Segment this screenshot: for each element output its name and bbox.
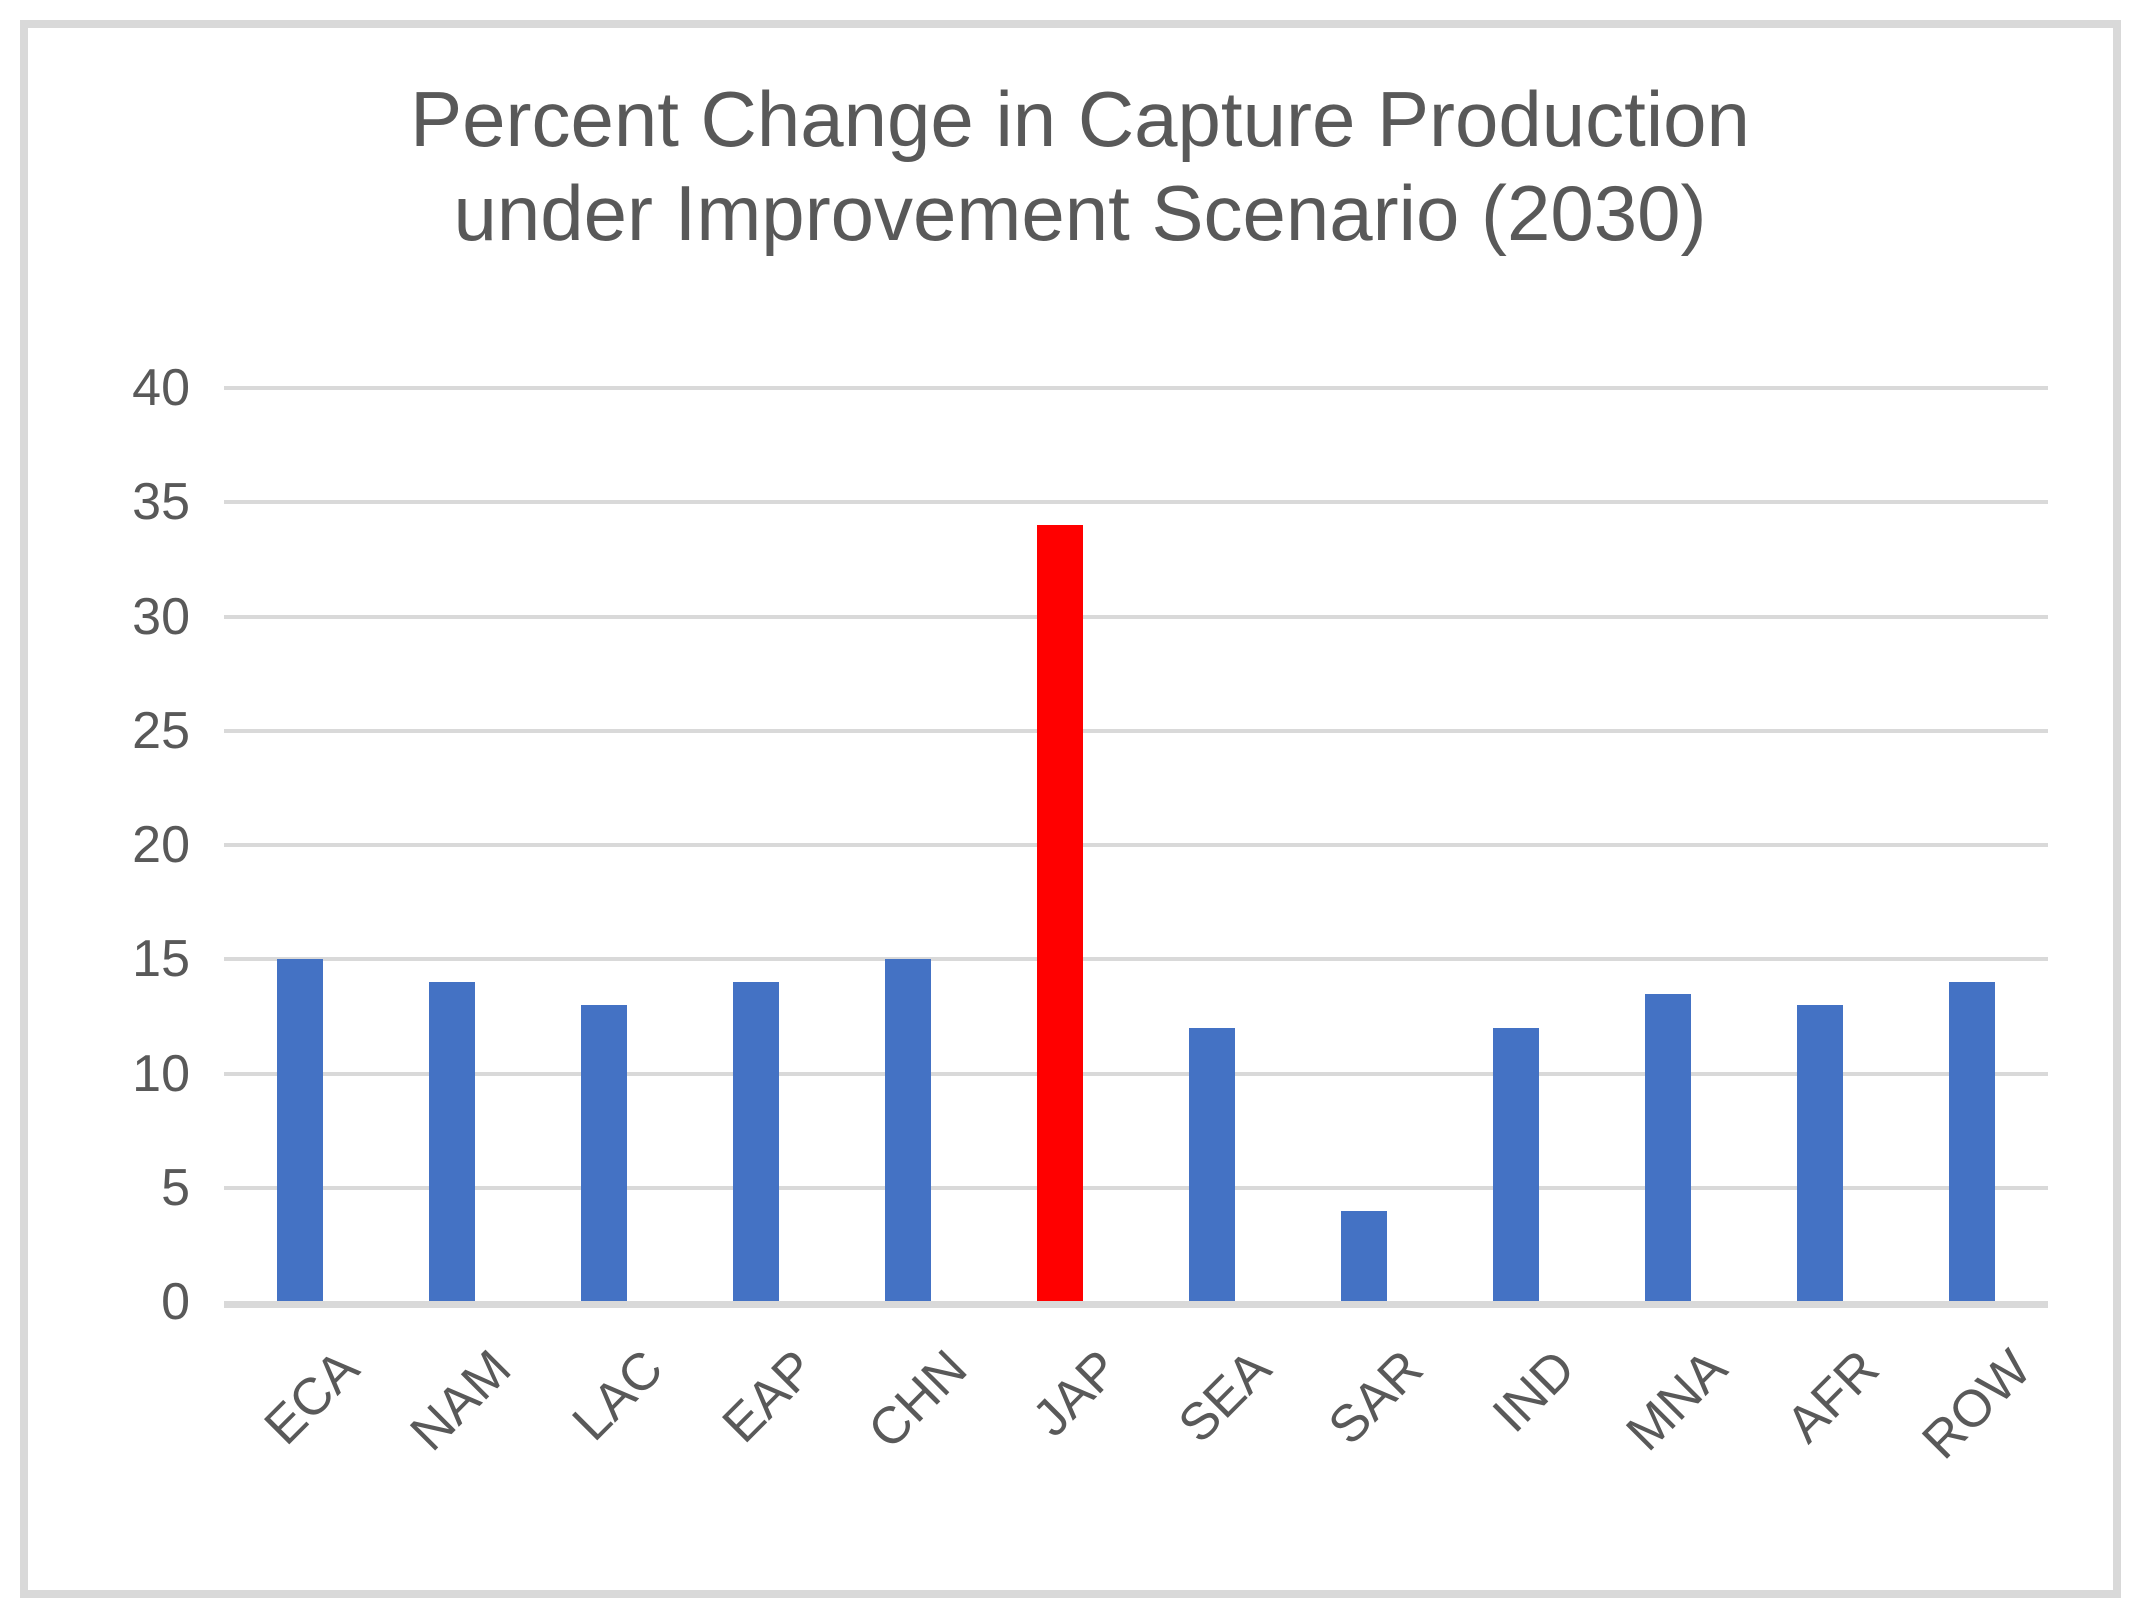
- y-tick-label-40: 40: [132, 359, 190, 417]
- bar-row: [1949, 982, 1995, 1305]
- gridline-40: [224, 386, 2048, 390]
- bar-mna: [1645, 993, 1691, 1305]
- gridline-15: [224, 957, 2048, 962]
- y-tick-label-10: 10: [132, 1044, 190, 1103]
- bar-eap: [733, 982, 779, 1305]
- gridline-20: [224, 843, 2048, 847]
- gridline-25: [224, 728, 2048, 733]
- bar-sar: [1341, 1210, 1387, 1305]
- y-tick-label-20: 20: [132, 816, 190, 874]
- bar-lac: [581, 1004, 627, 1305]
- gridline-30: [224, 614, 2048, 619]
- y-tick-label-15: 15: [132, 930, 190, 989]
- chart-title-line2: under Improvement Scenario (2030): [453, 169, 1707, 257]
- chart-title: Percent Change in Capture Production und…: [120, 72, 2040, 260]
- x-axis-line: [224, 1301, 2048, 1308]
- chart-frame-border: [20, 20, 2121, 1598]
- y-tick-label-0: 0: [161, 1273, 190, 1331]
- bar-jap: [1037, 525, 1083, 1305]
- y-tick-label-5: 5: [161, 1158, 190, 1217]
- y-tick-label-30: 30: [132, 587, 190, 646]
- gridline-10: [224, 1071, 2048, 1076]
- gridline-35: [224, 500, 2048, 505]
- bar-ind: [1493, 1027, 1539, 1305]
- gridline-5: [224, 1185, 2048, 1190]
- bar-chn: [885, 959, 931, 1305]
- y-tick-label-35: 35: [132, 473, 190, 532]
- bar-nam: [429, 982, 475, 1305]
- chart-title-line1: Percent Change in Capture Production: [410, 75, 1750, 163]
- bar-sea: [1189, 1027, 1235, 1305]
- y-tick-label-25: 25: [132, 701, 190, 760]
- bar-afr: [1797, 1004, 1843, 1305]
- bar-eca: [277, 959, 323, 1305]
